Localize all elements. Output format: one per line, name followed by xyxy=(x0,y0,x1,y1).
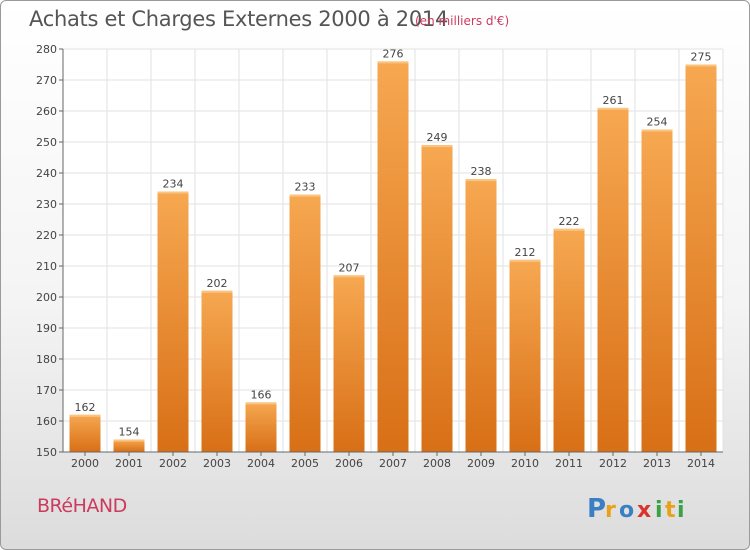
bar-highlight xyxy=(685,64,717,67)
x-tick-label: 2007 xyxy=(379,457,407,470)
proxiti-logo-mark: P r o x i t i xyxy=(587,494,685,524)
bar-highlight xyxy=(245,402,277,405)
commune-name: BRéHAND xyxy=(37,495,127,517)
data-label: 162 xyxy=(75,401,96,414)
x-tick-label: 2002 xyxy=(159,457,187,470)
y-tick-label: 200 xyxy=(36,291,57,304)
data-label: 261 xyxy=(603,94,624,107)
bar-highlight xyxy=(69,414,101,417)
bar-highlight xyxy=(465,179,497,182)
x-tick-label: 2008 xyxy=(423,457,451,470)
bar-highlight xyxy=(421,145,453,148)
chart-title: Achats et Charges Externes 2000 à 2014 xyxy=(29,7,449,31)
bar xyxy=(245,402,277,452)
data-label: 212 xyxy=(515,246,536,259)
bar xyxy=(69,414,101,452)
x-tick-label: 2000 xyxy=(71,457,99,470)
bar xyxy=(157,191,189,452)
chart-subtitle: (en milliers d'€) xyxy=(415,14,510,28)
y-tick-label: 180 xyxy=(36,353,57,366)
x-tick-label: 2009 xyxy=(467,457,495,470)
bar-highlight xyxy=(641,129,673,132)
svg-text:P: P xyxy=(587,494,606,524)
bar xyxy=(113,439,145,452)
proxiti-logo[interactable]: P r o x i t i xyxy=(585,489,695,533)
axes: 150 160 170 180 190 200 210 220 230 240 250 260 270 2… xyxy=(36,43,723,470)
x-tick-label: 2010 xyxy=(511,457,539,470)
bar xyxy=(641,129,673,452)
y-tick-label: 270 xyxy=(36,74,57,87)
data-label: 207 xyxy=(339,261,360,274)
bar xyxy=(201,290,233,452)
x-tick-label: 2005 xyxy=(291,457,319,470)
y-tick-label: 210 xyxy=(36,260,57,273)
svg-text:x: x xyxy=(637,498,651,523)
bar-highlight xyxy=(157,191,189,194)
bar-highlight xyxy=(553,228,585,231)
data-label: 249 xyxy=(427,131,448,144)
x-tick-label: 2001 xyxy=(115,457,143,470)
data-label: 238 xyxy=(471,165,492,178)
bar xyxy=(465,179,497,452)
bar xyxy=(597,107,629,453)
bar-highlight xyxy=(597,107,629,110)
bar-highlight xyxy=(509,259,541,262)
svg-text:o: o xyxy=(619,498,634,523)
bar-highlight xyxy=(201,290,233,293)
y-tick-label: 220 xyxy=(36,229,57,242)
x-tick-label: 2013 xyxy=(643,457,671,470)
y-tick-label: 260 xyxy=(36,105,57,118)
y-tick-label: 170 xyxy=(36,384,57,397)
x-tick-label: 2012 xyxy=(599,457,627,470)
data-label: 154 xyxy=(119,426,140,439)
svg-text:i: i xyxy=(677,498,685,523)
x-tick-label: 2003 xyxy=(203,457,231,470)
data-label: 202 xyxy=(207,277,228,290)
y-tick-label: 230 xyxy=(36,198,57,211)
bar xyxy=(685,64,717,452)
x-tick-label: 2014 xyxy=(687,457,715,470)
bar xyxy=(289,194,321,452)
x-tick-label: 2006 xyxy=(335,457,363,470)
bar xyxy=(509,259,541,452)
data-label: 254 xyxy=(647,116,668,129)
x-tick-label: 2011 xyxy=(555,457,583,470)
y-tick-label: 190 xyxy=(36,322,57,335)
data-label: 222 xyxy=(559,215,580,228)
y-tick-label: 280 xyxy=(36,43,57,56)
x-tick-label: 2004 xyxy=(247,457,275,470)
bar-highlight xyxy=(113,439,145,442)
bar xyxy=(553,228,585,452)
data-label: 166 xyxy=(251,388,272,401)
data-label: 275 xyxy=(691,51,712,64)
bar-highlight xyxy=(377,61,409,64)
bar xyxy=(421,145,453,452)
data-label: 233 xyxy=(295,181,316,194)
svg-text:r: r xyxy=(605,498,616,523)
bar xyxy=(333,275,365,452)
data-label: 234 xyxy=(163,178,184,191)
bar xyxy=(377,61,409,453)
svg-text:i: i xyxy=(655,498,663,523)
bars: 162 154 234 202 166 233 207 276 249 238 212 222 261 2… xyxy=(69,47,717,453)
y-tick-label: 250 xyxy=(36,136,57,149)
bar-highlight xyxy=(289,194,321,197)
y-tick-label: 150 xyxy=(36,446,57,459)
y-tick-label: 160 xyxy=(36,415,57,428)
y-tick-label: 240 xyxy=(36,167,57,180)
svg-text:t: t xyxy=(665,498,676,523)
data-label: 276 xyxy=(383,47,404,60)
bar-highlight xyxy=(333,275,365,278)
